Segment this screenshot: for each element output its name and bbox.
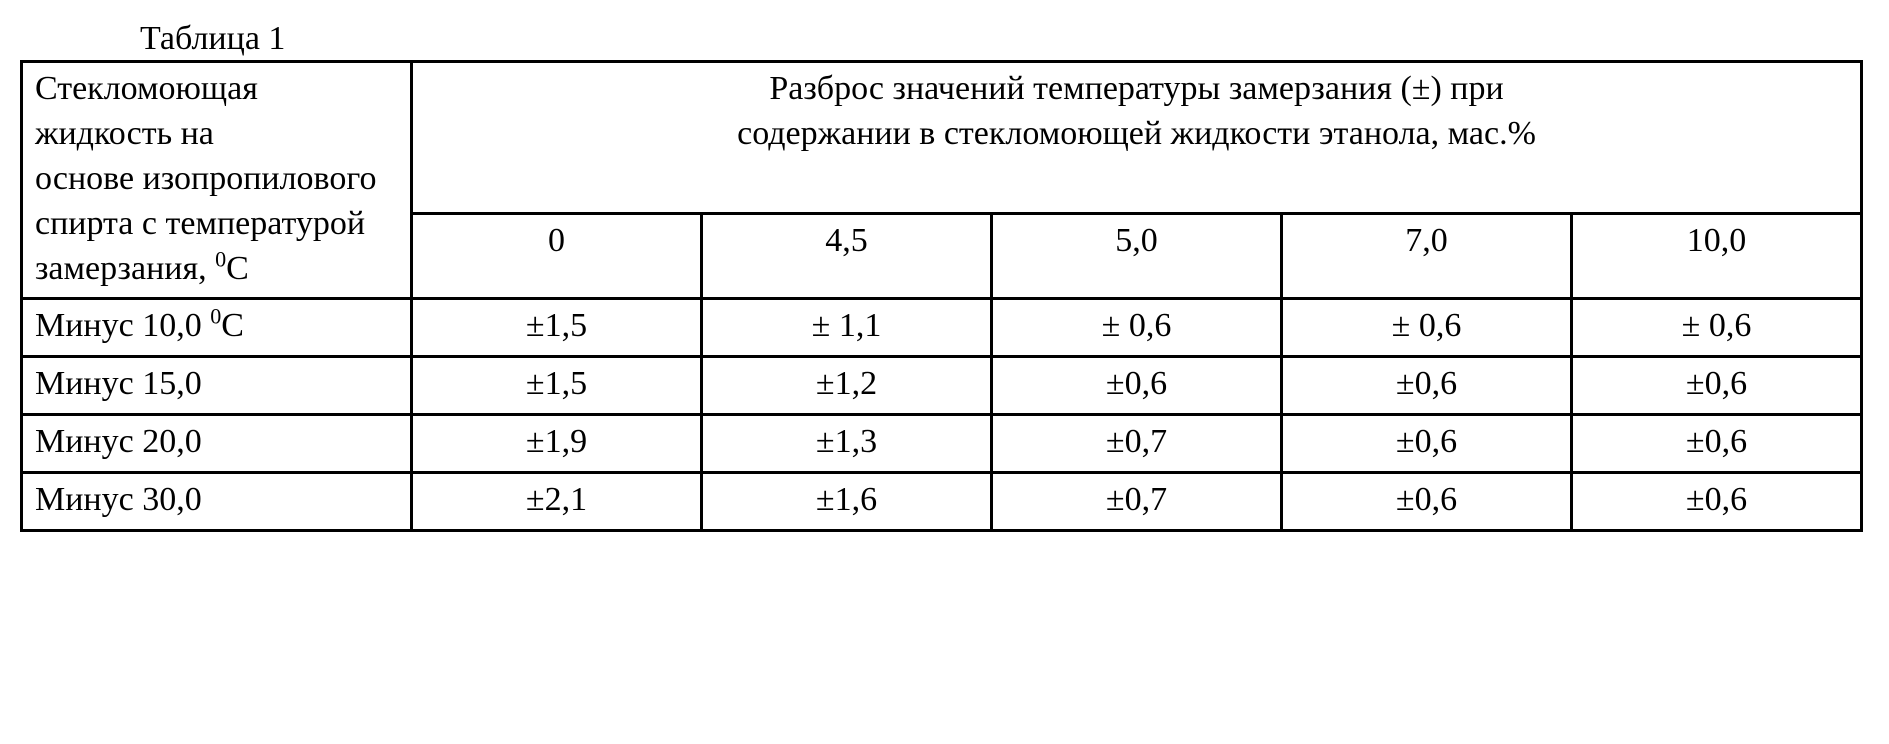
row-label-text: Минус 30,0: [35, 481, 202, 518]
cell: ±1,2: [702, 357, 992, 415]
row-label-text: Минус 15,0: [35, 365, 202, 402]
spanned-header-line2: содержании в стекломоющей жидкости этано…: [737, 115, 1536, 152]
row-label-text: Минус 10,0: [35, 307, 210, 344]
row-label: Минус 20,0: [22, 415, 412, 473]
cell: ±1,6: [702, 473, 992, 531]
cell: ± 0,6: [992, 299, 1282, 357]
table-header-row-1: Стекломоющая жидкость на основе изопропи…: [22, 62, 1862, 214]
row-label: Минус 15,0: [22, 357, 412, 415]
row-header-label-line1: Стекломоющая жидкость на: [35, 70, 258, 152]
cell: ±1,9: [412, 415, 702, 473]
cell: ±0,7: [992, 473, 1282, 531]
cell: ±0,6: [1282, 357, 1572, 415]
cell: ±0,6: [1282, 473, 1572, 531]
table-row: Минус 20,0 ±1,9 ±1,3 ±0,7 ±0,6 ±0,6: [22, 415, 1862, 473]
cell: ± 0,6: [1572, 299, 1862, 357]
col-header: 4,5: [702, 213, 992, 299]
col-header: 10,0: [1572, 213, 1862, 299]
row-label-text: Минус 20,0: [35, 423, 202, 460]
cell: ± 0,6: [1282, 299, 1572, 357]
row-header-label-line2: основе изопропилового спирта с температу…: [35, 160, 376, 287]
table-row: Минус 10,0 0С ±1,5 ± 1,1 ± 0,6 ± 0,6 ± 0…: [22, 299, 1862, 357]
table-row: Минус 15,0 ±1,5 ±1,2 ±0,6 ±0,6 ±0,6: [22, 357, 1862, 415]
col-header: 5,0: [992, 213, 1282, 299]
cell: ±1,5: [412, 299, 702, 357]
spanned-header-line1: Разброс значений температуры замерзания …: [769, 70, 1503, 107]
data-table: Стекломоющая жидкость на основе изопропи…: [20, 60, 1863, 532]
cell: ±2,1: [412, 473, 702, 531]
row-header-label-degC: С: [226, 250, 249, 287]
table-caption: Таблица 1: [140, 20, 1869, 58]
table-row: Минус 30,0 ±2,1 ±1,6 ±0,7 ±0,6 ±0,6: [22, 473, 1862, 531]
cell: ±0,6: [1572, 357, 1862, 415]
row-label-degC: С: [221, 307, 244, 344]
cell: ±0,6: [1572, 473, 1862, 531]
row-label: Минус 30,0: [22, 473, 412, 531]
cell: ±0,6: [1572, 415, 1862, 473]
deg-superscript: 0: [210, 304, 221, 329]
col-header: 7,0: [1282, 213, 1572, 299]
cell: ±1,3: [702, 415, 992, 473]
deg-superscript: 0: [215, 246, 226, 271]
spanned-header: Разброс значений температуры замерзания …: [412, 62, 1862, 214]
cell: ±1,5: [412, 357, 702, 415]
row-header-label: Стекломоющая жидкость на основе изопропи…: [22, 62, 412, 299]
cell: ±0,6: [992, 357, 1282, 415]
col-header: 0: [412, 213, 702, 299]
row-label: Минус 10,0 0С: [22, 299, 412, 357]
cell: ± 1,1: [702, 299, 992, 357]
cell: ±0,6: [1282, 415, 1572, 473]
cell: ±0,7: [992, 415, 1282, 473]
